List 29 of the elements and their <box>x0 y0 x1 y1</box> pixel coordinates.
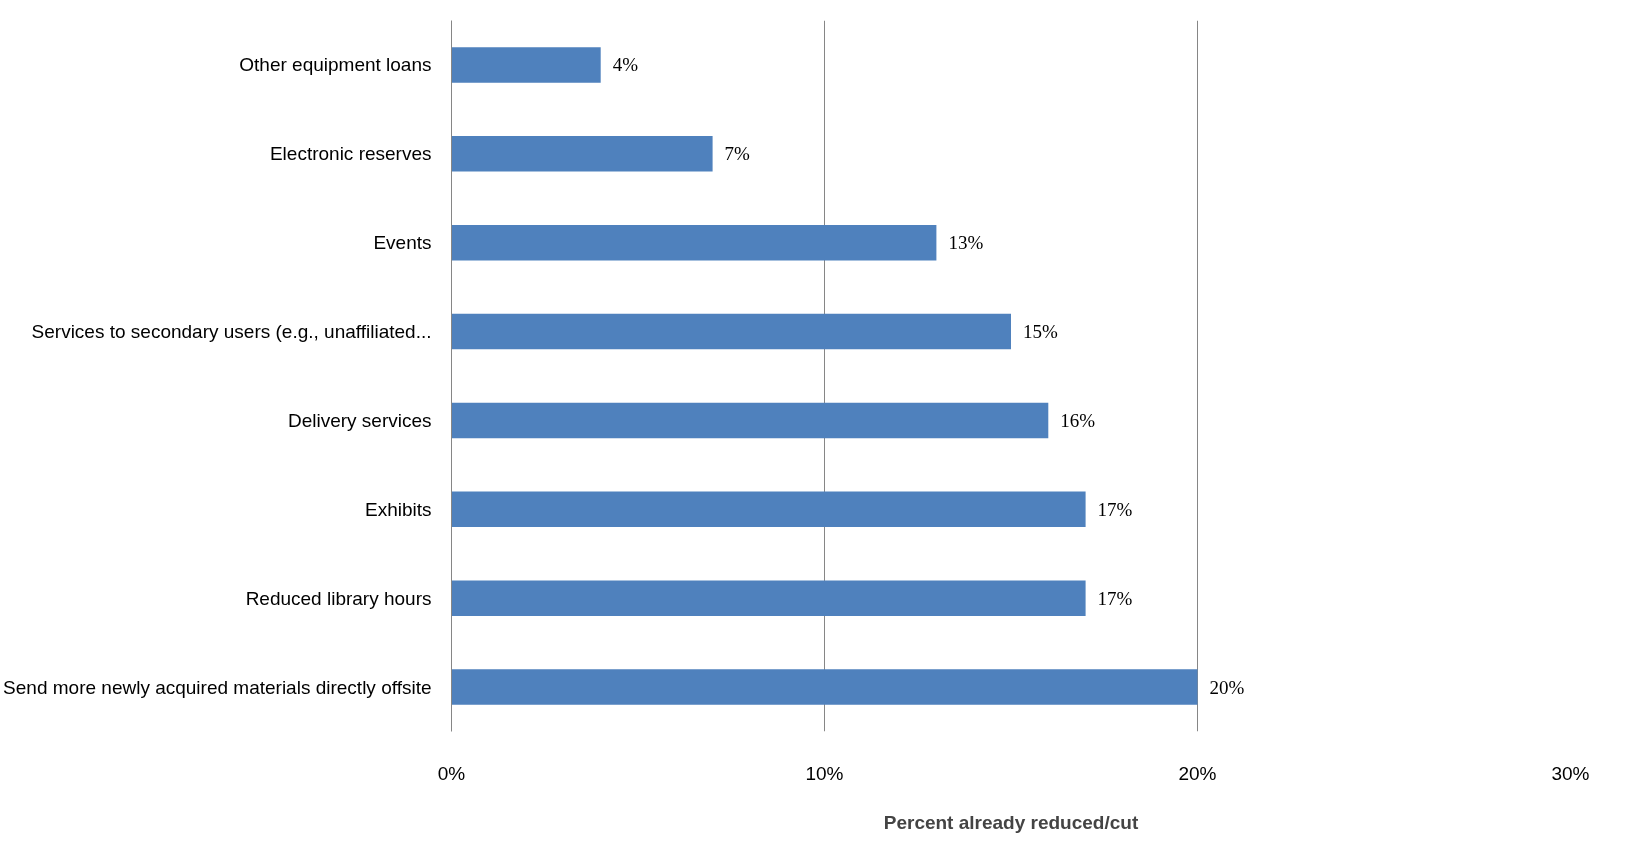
x-tick-label: 20% <box>1178 762 1217 784</box>
bar <box>451 224 937 261</box>
y-tick-label: Events <box>373 232 432 254</box>
x-tick-label: 30% <box>1551 762 1590 784</box>
data-label: 13% <box>948 232 984 254</box>
y-tick-label: Exhibits <box>364 498 432 520</box>
bar <box>451 136 713 172</box>
data-label: 17% <box>1097 498 1133 520</box>
y-tick-label: Electronic reserves <box>269 143 432 165</box>
y-tick-label: Services to secondary users (e.g., unaffiliated... <box>31 321 432 343</box>
y-tick-label: Reduced library hours <box>245 587 432 609</box>
data-label: 17% <box>1097 587 1133 609</box>
bar <box>451 313 1011 350</box>
y-tick-label: Delivery services <box>287 409 432 431</box>
bar <box>451 580 1086 616</box>
data-label: 15% <box>1023 321 1058 343</box>
data-label: 16% <box>1060 409 1096 431</box>
y-tick-label: Send more newly acquired materials directly offsite <box>3 676 432 698</box>
y-tick-label: Other equipment loans <box>239 54 432 76</box>
bar <box>451 491 1086 528</box>
bar <box>451 47 601 83</box>
x-tick-label: 0% <box>437 762 466 784</box>
x-tick-label: 10% <box>805 762 844 784</box>
data-label: 20% <box>1209 676 1245 698</box>
data-label: 4% <box>612 54 639 76</box>
bar <box>451 669 1198 705</box>
data-label: 7% <box>724 143 751 165</box>
bar <box>451 402 1049 439</box>
x-axis-title: Percent already reduced/cut <box>883 811 1139 833</box>
